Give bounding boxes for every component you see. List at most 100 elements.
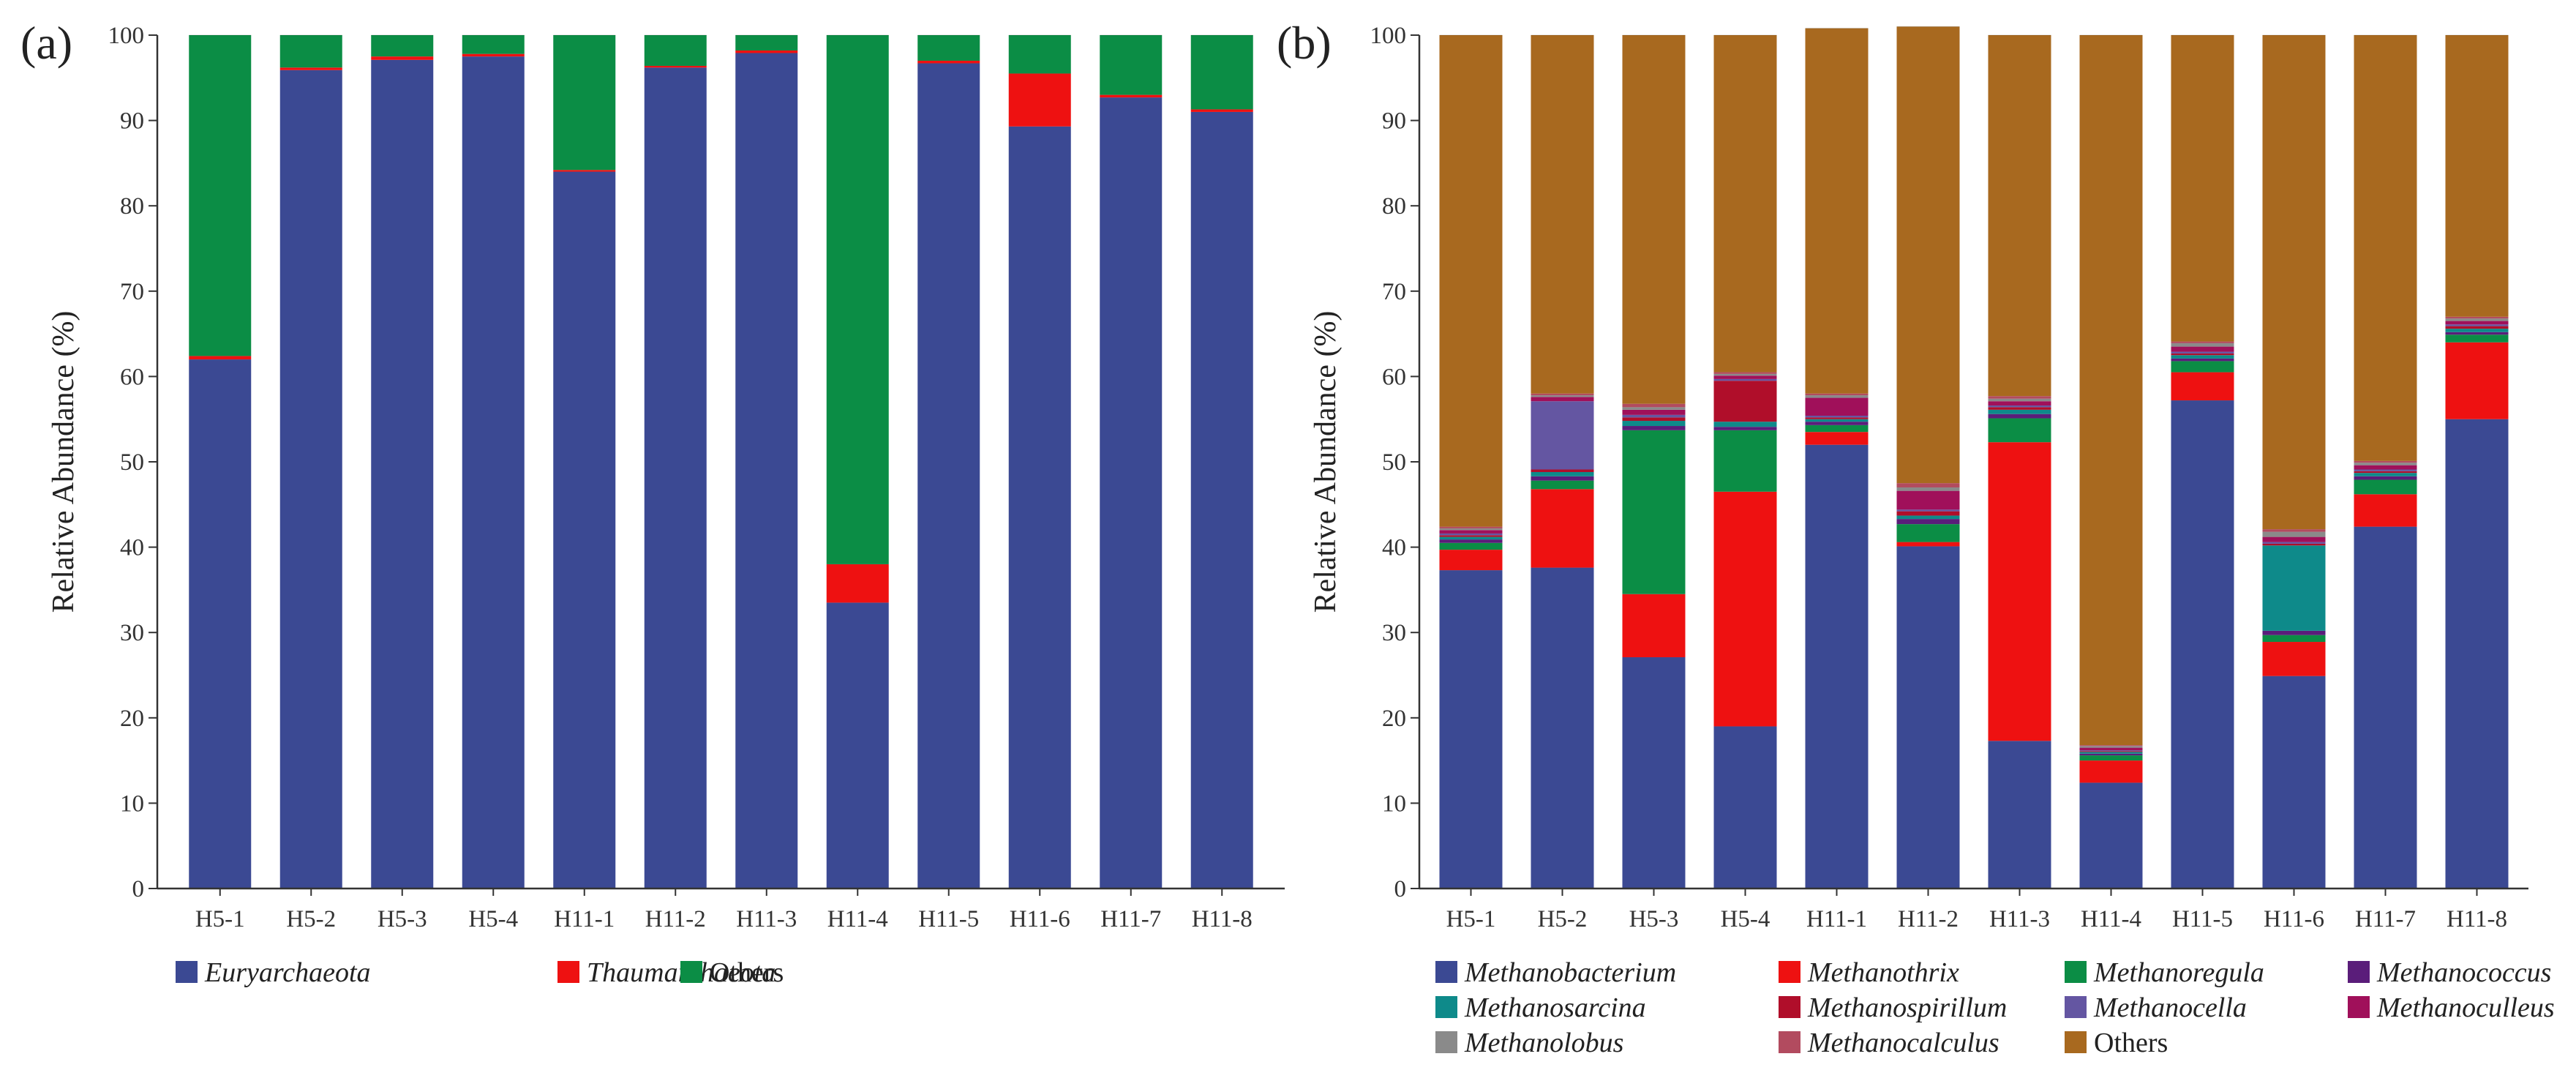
- x-tick-label: H5-2: [286, 906, 336, 932]
- y-tick-label: 80: [120, 193, 144, 220]
- x-tick-label: H11-6: [2264, 906, 2324, 932]
- y-axis-title: Relative Abundance (%): [47, 311, 80, 613]
- bar-segment-others: [1805, 28, 1869, 394]
- bar-segment-methanocalculus: [1896, 483, 1960, 487]
- bar-segment-methanobacterium: [1988, 741, 2051, 889]
- bar-segment-methanosarcina: [2445, 329, 2509, 332]
- bar-segment-methanoregula: [2079, 755, 2143, 761]
- bar-segment-others: [553, 35, 616, 171]
- y-tick-label: 70: [1382, 279, 1406, 305]
- y-axis-title: Relative Abundance (%): [1309, 311, 1343, 613]
- bar-segment-methanolobus: [1805, 395, 1869, 398]
- bar-segment-methanobacterium: [2079, 782, 2143, 889]
- bar-stack-H11-5: [917, 34, 980, 889]
- bar-segment-methanothrix: [1988, 442, 2051, 741]
- y-tick-label: 50: [1382, 449, 1406, 476]
- bar-stack-H11-5: [2171, 34, 2234, 889]
- bar-segment-methanothrix: [2079, 760, 2143, 783]
- bar-segment-methanocella: [2445, 324, 2509, 326]
- bar-segment-methanospirillum: [2262, 543, 2326, 546]
- bar-stack-H5-2: [1531, 34, 1594, 889]
- bar-segment-methanocella: [1531, 401, 1594, 470]
- bar-segment-methanosarcina: [1622, 421, 1686, 427]
- bar-segment-methanospirillum: [1531, 469, 1594, 472]
- bar-stack-H11-7: [2354, 34, 2417, 889]
- bar-segment-euryarchaeota: [553, 171, 616, 889]
- bar-segment-thaumarchaeota: [371, 56, 434, 60]
- y-tick-label: 40: [1382, 535, 1406, 561]
- bar-stack-H5-3: [1622, 34, 1686, 889]
- legend-swatch-methanoculleus: [2348, 996, 2370, 1018]
- bar-segment-others: [279, 35, 342, 68]
- bar-segment-methanothrix: [2445, 342, 2509, 419]
- bar-segment-others: [1531, 35, 1594, 394]
- bar-segment-methanocalculus: [2354, 460, 2417, 463]
- legend-swatch-methanocalculus: [1779, 1031, 1800, 1053]
- bar-segment-methanocella: [2171, 351, 2234, 354]
- bar-segment-methanoculleus: [2445, 321, 2509, 325]
- x-tick-label: H11-7: [1100, 906, 1161, 932]
- legend-label-methanobacterium: Methanobacterium: [1464, 957, 1676, 988]
- bar-segment-methanocella: [2079, 750, 2143, 752]
- y-tick-label: 50: [120, 449, 144, 476]
- bar-segment-euryarchaeota: [1008, 126, 1071, 889]
- bar-segment-euryarchaeota: [279, 70, 342, 889]
- bar-segment-methanocella: [1988, 405, 2051, 408]
- bar-segment-methanothrix: [1531, 489, 1594, 568]
- y-tick-label: 100: [1370, 23, 1407, 49]
- x-tick-label: H5-3: [1629, 906, 1679, 932]
- bar-segment-methanoculleus: [1805, 397, 1869, 416]
- bar-segment-methanococcus: [1439, 539, 1503, 543]
- bar-segment-methanoculleus: [1988, 401, 2051, 406]
- bar-segment-methanoculleus: [2079, 747, 2143, 751]
- bar-segment-methanoculleus: [2171, 346, 2234, 352]
- bar-segment-others: [2445, 35, 2509, 317]
- bar-segment-others: [644, 35, 707, 66]
- y-tick-label: 100: [108, 23, 145, 49]
- bar-segment-thaumarchaeota: [462, 53, 525, 57]
- bar-segment-methanoculleus: [1622, 409, 1686, 415]
- legend-swatch-methanolobus: [1435, 1031, 1457, 1053]
- bar-segment-methanocalculus: [1988, 396, 2051, 399]
- bar-segment-thaumarchaeota: [917, 60, 980, 64]
- bar-segment-methanospirillum: [2079, 751, 2143, 752]
- bar-segment-thaumarchaeota: [279, 67, 342, 70]
- bar-segment-methanosarcina: [2262, 545, 2326, 631]
- bar-segment-methanosarcina: [1988, 409, 2051, 414]
- bar-segment-methanococcus: [1896, 519, 1960, 525]
- bar-segment-methanosarcina: [2171, 355, 2234, 359]
- legend-label-methanoregula: Methanoregula: [2093, 957, 2264, 988]
- bar-segment-methanosarcina: [1805, 419, 1869, 422]
- bar-segment-methanoculleus: [1531, 397, 1594, 402]
- legend-swatch-others: [2065, 1031, 2087, 1053]
- legend-label-euryarchaeota: Euryarchaeota: [204, 957, 371, 988]
- bar-segment-methanothrix: [2171, 372, 2234, 401]
- bar-stack-H11-2: [644, 34, 707, 889]
- bar-segment-methanoregula: [2445, 334, 2509, 343]
- bar-segment-thaumarchaeota: [826, 564, 889, 603]
- bar-segment-methanococcus: [1531, 476, 1594, 481]
- bar-segment-methanoregula: [1531, 480, 1594, 490]
- bar-segment-methanoculleus: [2354, 465, 2417, 470]
- legend-swatch-methanococcus: [2348, 961, 2370, 983]
- bar-segment-euryarchaeota: [1190, 111, 1253, 889]
- legend-label-others: Others: [2094, 1028, 2168, 1058]
- legend-label-methanocalculus: Methanocalculus: [1807, 1028, 1999, 1058]
- bar-stack-H5-4: [462, 34, 525, 889]
- bar-segment-methanobacterium: [1805, 444, 1869, 889]
- bar-segment-methanoregula: [1805, 424, 1869, 433]
- bar-segment-thaumarchaeota: [1100, 94, 1163, 98]
- panel-label-a: (a): [20, 17, 72, 69]
- bar-segment-methanothrix: [1713, 491, 1777, 727]
- bar-segment-methanosarcina: [1713, 422, 1777, 427]
- bar-segment-others: [1008, 35, 1071, 74]
- bar-segment-others: [1190, 35, 1253, 110]
- y-tick-label: 30: [120, 620, 144, 646]
- bar-segment-others: [1988, 35, 2051, 397]
- bar-segment-methanobacterium: [2262, 676, 2326, 889]
- y-tick-label: 40: [120, 535, 144, 561]
- bar-segment-methanocella: [1805, 416, 1869, 418]
- bar-segment-methanococcus: [1713, 427, 1777, 430]
- x-tick-label: H11-6: [1010, 906, 1070, 932]
- bar-stack-H11-3: [1988, 34, 2051, 889]
